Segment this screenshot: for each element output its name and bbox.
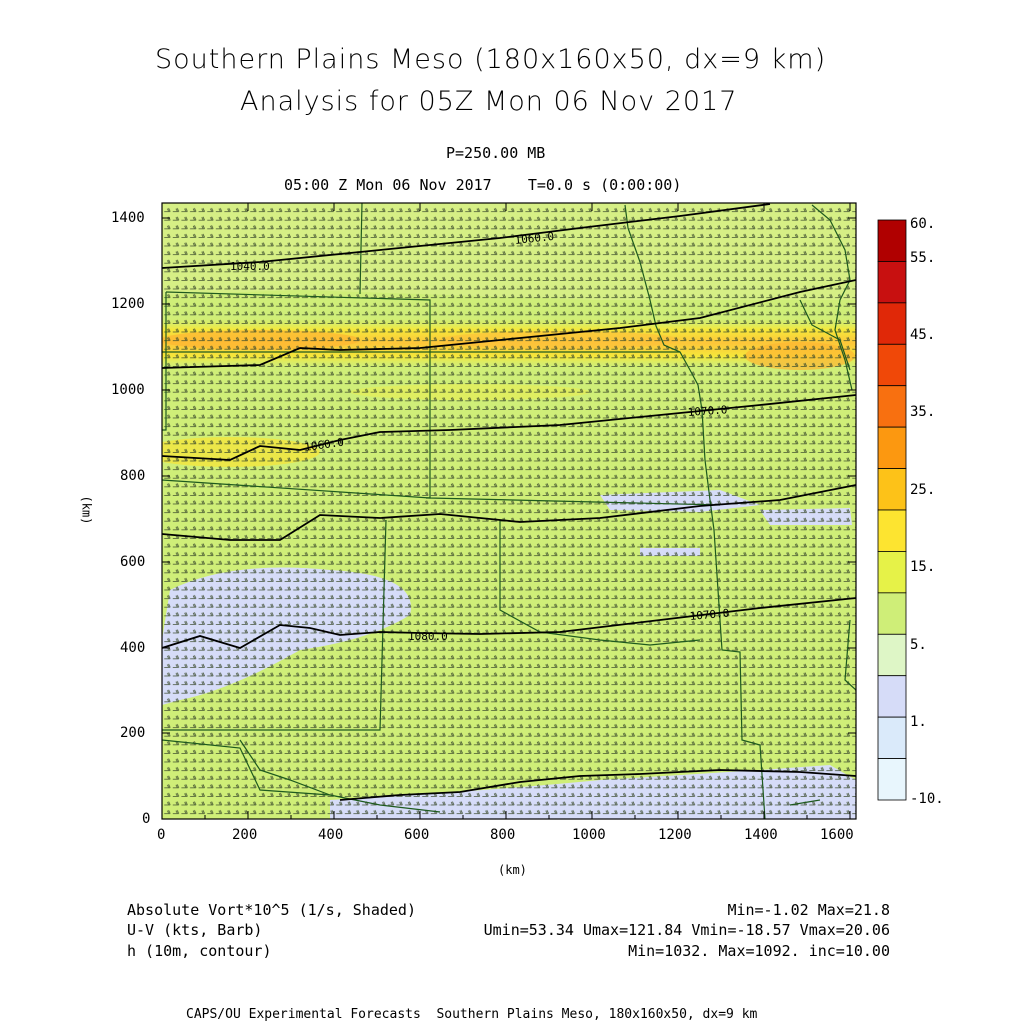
state-boundaries — [162, 203, 856, 819]
colorbar-swatch — [877, 343, 907, 387]
x-tick-label: 600 — [404, 827, 430, 843]
colorbar-swatch — [877, 385, 907, 428]
colorbar-label: 35. — [910, 404, 936, 420]
x-tick-label: 0 — [157, 827, 166, 843]
field2-stats: Umin=53.34 Umax=121.84 Vmin=-18.57 Vmax=… — [483, 921, 890, 939]
colorbar-swatch — [877, 468, 907, 511]
colorbar-label: 5. — [910, 637, 927, 653]
field1-stats: Min=-1.02 Max=21.8 — [727, 901, 890, 919]
y-tick-label: 0 — [142, 811, 151, 827]
x-tick-label: 1400 — [744, 827, 778, 843]
plot-frame — [161, 202, 857, 820]
y-tick-label: 1000 — [111, 382, 145, 398]
x-tick-label: 1600 — [820, 827, 854, 843]
colorbar-label: 1. — [910, 714, 927, 730]
credit-line: CAPS/OU Experimental Forecasts Southern … — [186, 1007, 758, 1022]
contour-label: 1070.0 — [687, 403, 728, 419]
x-tick-label: 200 — [232, 827, 258, 843]
contour-label: 1070.0 — [689, 607, 730, 623]
field3-name: h (10m, contour) — [127, 942, 272, 960]
time-label: 05:00 Z Mon 06 Nov 2017 T=0.0 s (0:00:00… — [284, 176, 682, 194]
title-line-1: Southern Plains Meso (180x160x50, dx=9 k… — [155, 44, 827, 75]
field1-name: Absolute Vort*10^5 (1/s, Shaded) — [127, 901, 416, 919]
y-tick-label: 400 — [120, 640, 146, 656]
colorbar-swatch — [877, 509, 907, 552]
height-contours — [162, 203, 856, 801]
colorbar-swatch — [877, 426, 907, 469]
contour-label: 1060.0 — [514, 230, 555, 247]
y-tick-label: 800 — [120, 468, 146, 484]
colorbar-label: 45. — [910, 327, 936, 343]
colorbar-label: 15. — [910, 559, 936, 575]
colorbar-swatch — [877, 219, 907, 262]
colorbar-swatch — [877, 592, 907, 635]
x-tick-label: 1000 — [572, 827, 606, 843]
x-tick-label: 800 — [490, 827, 516, 843]
colorbar-swatch — [877, 551, 907, 594]
colorbar-label: 25. — [910, 482, 936, 498]
y-tick-label: 1200 — [111, 296, 145, 312]
x-axis-unit: (km) — [498, 863, 527, 877]
title-line-2: Analysis for 05Z Mon 06 Nov 2017 — [240, 86, 738, 117]
y-tick-label: 600 — [120, 554, 146, 570]
vorticity-shading — [162, 203, 856, 819]
y-tick-label: 200 — [120, 725, 146, 741]
field2-name: U-V (kts, Barb) — [127, 921, 263, 939]
contour-label: 1040.0 — [230, 260, 270, 273]
colorbar-swatch — [877, 302, 907, 345]
colorbar-label: 55. — [910, 250, 936, 266]
x-tick-label: 400 — [318, 827, 344, 843]
y-axis-unit: (km) — [79, 495, 94, 525]
y-tick-label: 1400 — [111, 210, 145, 226]
colorbar-swatch — [877, 758, 907, 801]
colorbar-swatch — [877, 633, 907, 677]
contour-label: 1060.0 — [304, 436, 345, 454]
field3-stats: Min=1032. Max=1092. inc=10.00 — [628, 942, 890, 960]
colorbar-label: 60. — [910, 216, 936, 232]
x-tick-label: 1200 — [658, 827, 692, 843]
level-label: P=250.00 MB — [446, 144, 546, 162]
colorbar-swatch — [877, 716, 907, 759]
colorbar — [877, 219, 907, 801]
axis-ticks — [161, 203, 856, 820]
colorbar-label: -10. — [910, 791, 944, 807]
contour-label: 1080.0 — [408, 630, 448, 643]
colorbar-swatch — [877, 261, 907, 304]
colorbar-swatch — [877, 675, 907, 718]
